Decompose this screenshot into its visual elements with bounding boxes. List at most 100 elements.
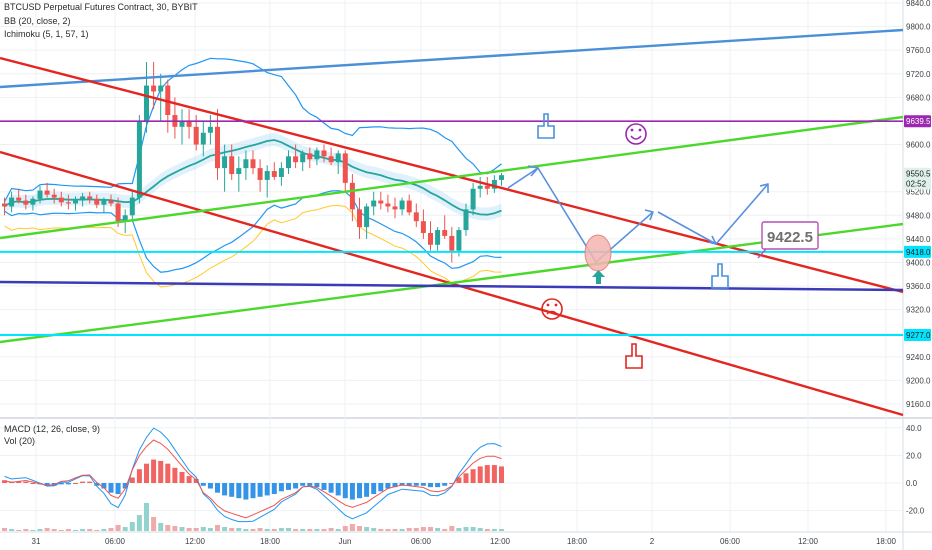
price-tag-bg xyxy=(904,177,931,190)
price-tick-label: 9760.0 xyxy=(906,46,931,55)
candle-body xyxy=(200,132,206,145)
macd-histogram-bar xyxy=(44,483,50,486)
candle-body xyxy=(16,197,22,201)
volume-bar xyxy=(371,528,377,531)
volume-bar xyxy=(16,530,22,531)
price-tag-bg xyxy=(904,329,931,342)
target-label-pointer xyxy=(757,248,767,259)
volume-bar xyxy=(51,529,57,531)
macd-tick-label: 40.0 xyxy=(906,424,922,433)
volume-bar xyxy=(87,529,93,531)
macd-histogram-bar xyxy=(23,481,29,483)
macd-histogram-bar xyxy=(456,477,462,483)
candle-body xyxy=(65,202,71,204)
volume-bar xyxy=(392,529,398,531)
macd-histogram-bar xyxy=(136,469,142,483)
price-tick-label: 9240.0 xyxy=(906,353,931,362)
hand-outline xyxy=(537,113,555,139)
sad-eye xyxy=(546,303,550,307)
macd-histogram-bar xyxy=(236,483,242,499)
time-tick-label: 06:00 xyxy=(411,537,432,546)
candle-body xyxy=(293,156,299,163)
volume-bar xyxy=(484,529,490,531)
macd-signal-line xyxy=(4,439,502,519)
target-label-box xyxy=(761,221,819,250)
macd-histogram-bar xyxy=(87,481,93,483)
price-tick-label: 9520.0 xyxy=(906,188,931,197)
candle-body xyxy=(207,126,213,133)
candle-body xyxy=(392,206,398,210)
volume-bar xyxy=(73,530,78,531)
macd-histogram-bar xyxy=(385,483,391,489)
candle-body xyxy=(101,200,107,205)
up-arrow-marker xyxy=(592,270,605,284)
macd-tick-label: 20.0 xyxy=(906,451,922,460)
macd-histogram-bar xyxy=(129,477,135,483)
price-tick-label: 9320.0 xyxy=(906,306,931,315)
candle-body xyxy=(193,126,199,145)
volume-bar xyxy=(229,528,235,531)
volume-bar xyxy=(37,529,43,531)
green-channel-lower xyxy=(0,222,904,344)
volume-bar xyxy=(499,529,504,531)
candle-body xyxy=(357,209,362,228)
macd-histogram-bar xyxy=(477,466,483,483)
volume-bar xyxy=(328,528,334,531)
macd-histogram-bar xyxy=(250,483,256,499)
volume-bar xyxy=(385,529,391,531)
volume-bar xyxy=(186,528,192,531)
candle-body xyxy=(129,197,135,216)
navy-support-line xyxy=(0,280,904,292)
candle-body xyxy=(144,85,149,121)
volume-bar xyxy=(172,526,178,531)
volume-bar xyxy=(399,529,405,531)
candle-body xyxy=(428,232,433,245)
macd-legend: MACD (12, 26, close, 9) xyxy=(4,424,101,434)
volume-bar xyxy=(215,525,220,531)
volume-bar xyxy=(23,529,29,531)
candle-body xyxy=(87,196,93,199)
price-tag-label: 9277.0 xyxy=(906,331,931,340)
macd-histogram-bar xyxy=(278,483,284,492)
macd-histogram-bar xyxy=(58,483,64,485)
candle-body xyxy=(243,159,249,169)
price-tag-label: 02:52 xyxy=(906,179,927,188)
volume-bar xyxy=(286,528,291,531)
arrow-head-1 xyxy=(527,165,539,177)
volume-bar xyxy=(435,528,441,531)
volume-bar xyxy=(165,525,171,531)
price-tag-label: 9639.5 xyxy=(906,117,931,126)
candle-body xyxy=(136,120,142,198)
macd-histogram-bar xyxy=(314,483,320,488)
price-tick-label: 9480.0 xyxy=(906,211,931,220)
macd-histogram-bar xyxy=(94,483,100,486)
candle-body xyxy=(94,198,100,205)
macd-histogram-bar xyxy=(491,465,497,483)
smiley-mouth xyxy=(630,135,642,140)
candle-body xyxy=(385,203,391,207)
vol-legend: Vol (20) xyxy=(4,436,36,446)
candle-body xyxy=(378,200,384,204)
macd-histogram-bar xyxy=(144,463,149,483)
macd-tick-label: 0.0 xyxy=(906,479,918,488)
macd-histogram-bar xyxy=(16,481,22,483)
candle-body xyxy=(23,200,29,205)
macd-histogram-bar xyxy=(499,466,504,483)
candle-body xyxy=(236,168,242,175)
macd-histogram-bar xyxy=(357,483,362,499)
bb-legend: BB (20, close, 2) xyxy=(4,16,71,26)
macd-histogram-bar xyxy=(371,483,377,495)
macd-histogram-bar xyxy=(328,483,334,493)
sad-face-icon xyxy=(541,298,563,320)
main-panel-bg xyxy=(0,0,903,418)
hand-outline xyxy=(625,343,643,369)
volume-bar xyxy=(243,529,249,531)
time-axis[interactable]: 31 06:00 12:00 18:00 Jun 06:00 12:00 18:00 2 06:0… xyxy=(32,537,897,546)
candle-body xyxy=(449,235,455,251)
chart-title: BTCUSD Perpetual Futures Contract, 30, B… xyxy=(4,2,198,12)
macd-histogram-bar xyxy=(463,473,469,483)
candle-body xyxy=(44,190,50,195)
macd-histogram-bar xyxy=(420,483,426,486)
candle-body xyxy=(442,230,448,236)
